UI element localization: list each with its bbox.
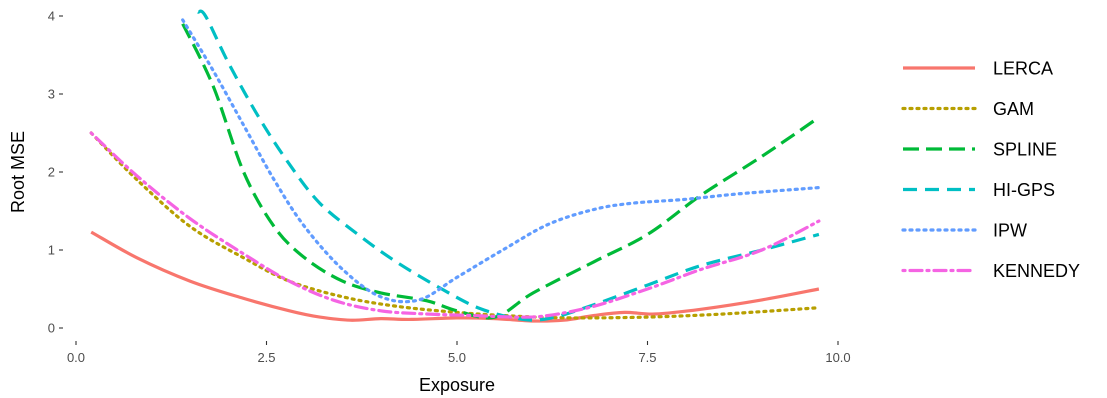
legend-item-spline: SPLINE [903,140,1057,160]
legend-label: KENNEDY [993,261,1080,281]
y-axis: 0 1 2 3 4 [48,9,63,336]
legend-label: GAM [993,99,1034,119]
legend: LERCA GAM SPLINE HI-GPS IPW KENNEDY [901,59,1080,281]
series-line-ipw [181,18,821,304]
y-tick-label: 3 [48,87,55,102]
y-tick-label: 0 [48,321,55,336]
plot-area [89,9,821,323]
legend-label: LERCA [993,59,1053,79]
legend-item-ipw: IPW [901,221,1027,241]
x-tick-label: 0.0 [67,350,85,365]
y-tick-label: 4 [48,9,55,24]
series-line-lerca [90,230,820,323]
legend-item-gam: GAM [901,99,1034,119]
legend-item-lerca: LERCA [903,59,1053,79]
x-tick-label: 5.0 [448,350,466,365]
legend-label: IPW [993,221,1027,241]
series-line-spline [181,23,820,320]
x-tick-label: 2.5 [257,350,275,365]
legend-item-hi-gps: HI-GPS [903,180,1055,200]
x-axis: 0.0 2.5 5.0 7.5 10.0 [67,341,851,365]
series-line-gam [89,131,821,320]
series-line-kennedy [89,131,821,319]
legend-label: SPLINE [993,140,1057,160]
legend-label: HI-GPS [993,180,1055,200]
y-tick-label: 1 [48,243,55,258]
legend-item-kennedy: KENNEDY [901,261,1080,281]
x-tick-label: 7.5 [638,350,656,365]
y-axis-title: Root MSE [8,131,28,213]
y-tick-label: 2 [48,165,55,180]
x-tick-label: 10.0 [825,350,850,365]
x-axis-title: Exposure [419,375,495,395]
series-line-hi-gps [197,9,820,322]
